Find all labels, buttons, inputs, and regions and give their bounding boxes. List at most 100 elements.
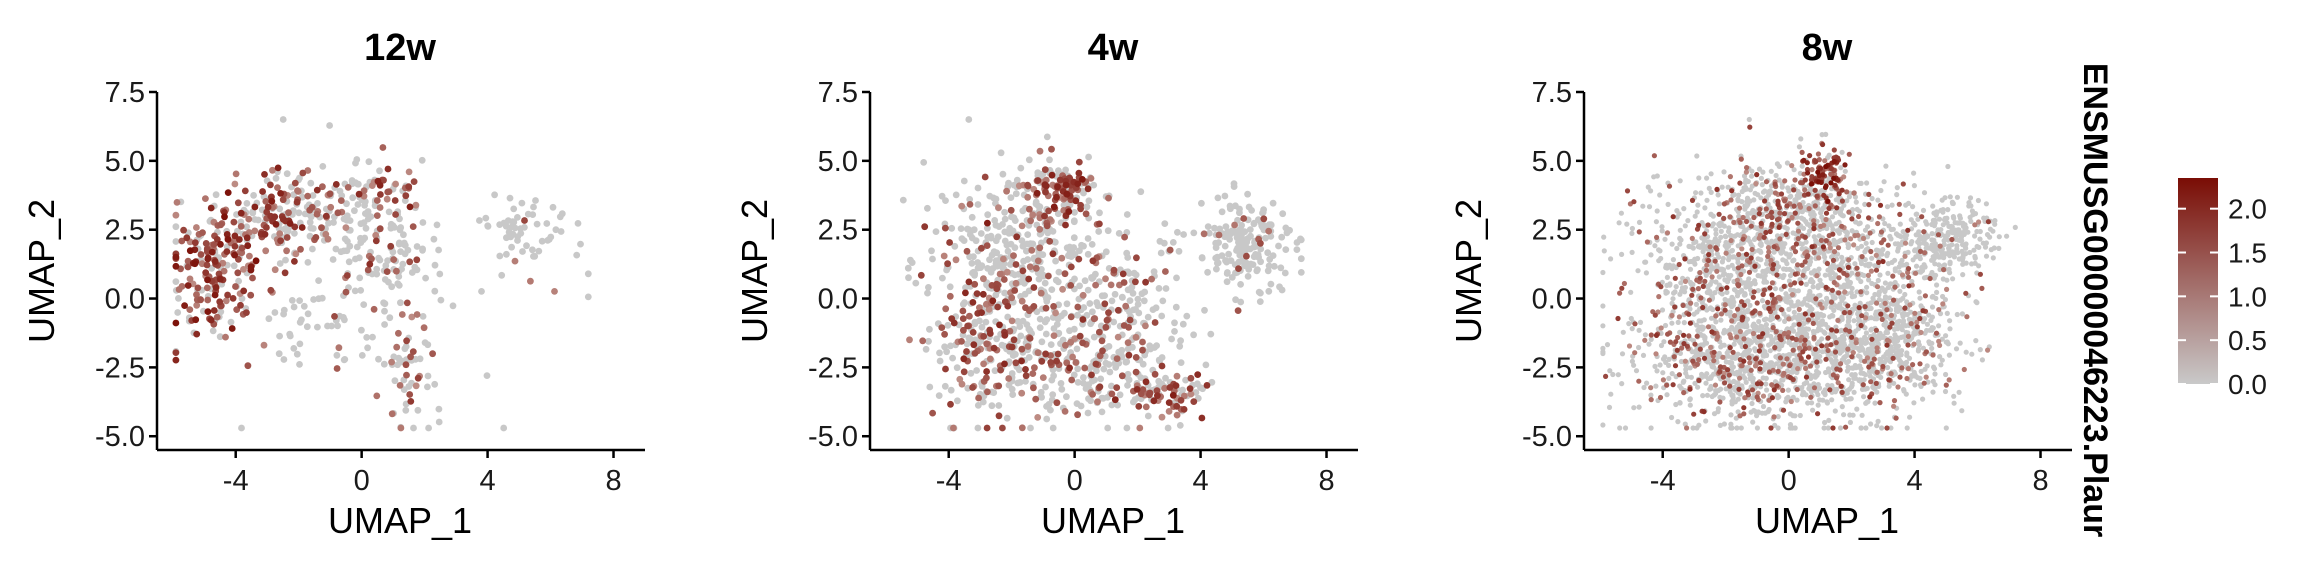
cell-point (926, 383, 934, 391)
cell-point (1014, 317, 1022, 325)
cell-point (1745, 307, 1751, 313)
cell-point (357, 287, 365, 294)
expressing-cell-point (360, 187, 368, 195)
expressing-cell-point (1061, 270, 1069, 278)
cell-point (1922, 366, 1928, 372)
cell-point (952, 191, 960, 199)
expressing-cell-point (1010, 252, 1017, 259)
cell-point (552, 226, 560, 234)
cell-point (1084, 409, 1092, 417)
expressing-cell-point (202, 240, 210, 247)
expressing-cell-point (405, 183, 413, 191)
cell-point (1718, 317, 1724, 323)
cell-point (1887, 347, 1893, 354)
cell-point (1888, 425, 1894, 431)
cell-point (1022, 378, 1029, 385)
cell-point (1665, 201, 1671, 207)
cell-point (400, 386, 408, 393)
cell-point (1799, 163, 1805, 169)
cell-point (1913, 263, 1920, 269)
expressing-cell-point (1025, 275, 1033, 283)
expressing-cell-point (1723, 250, 1729, 256)
cell-point (1240, 236, 1248, 244)
cell-point (1760, 353, 1766, 359)
cell-point (1670, 296, 1676, 302)
cell-point (1265, 287, 1273, 295)
cell-point (329, 256, 337, 263)
cell-point (1677, 227, 1683, 233)
cell-point (1946, 243, 1952, 249)
cell-point (1894, 319, 1900, 325)
expressing-cell-point (946, 239, 953, 246)
cell-point (1232, 202, 1239, 210)
cell-point (1846, 365, 1852, 371)
cell-point (1005, 179, 1012, 187)
expressing-cell-point (1860, 235, 1867, 241)
cell-point (1858, 366, 1864, 372)
expressing-cell-point (1200, 230, 1208, 238)
expressing-cell-point (237, 223, 245, 230)
cell-point (1610, 371, 1616, 378)
cell-point (1889, 259, 1895, 265)
expressing-cell-point (1884, 337, 1891, 343)
expressing-cell-point (960, 355, 968, 363)
expressing-cell-point (1142, 403, 1150, 411)
cell-point (1640, 203, 1646, 209)
cell-point (960, 237, 968, 245)
expressing-cell-point (1029, 211, 1037, 219)
expressing-cell-point (403, 371, 410, 379)
cell-point (1760, 268, 1766, 274)
cell-point (1096, 209, 1103, 217)
cell-point (1858, 260, 1865, 267)
cell-point (1806, 292, 1812, 298)
cell-point (959, 300, 967, 308)
expressing-cell-point (1036, 244, 1044, 252)
cell-point (430, 235, 438, 243)
expressing-cell-point (1011, 287, 1019, 294)
expressing-cell-point (994, 303, 1002, 311)
cell-point (1829, 397, 1835, 403)
cell-point (1904, 261, 1910, 267)
expressing-cell-point (1158, 413, 1166, 421)
expressing-cell-point (1108, 390, 1116, 398)
expressing-cell-point (331, 313, 338, 320)
expressing-cell-point (274, 184, 281, 192)
cell-point (1041, 318, 1049, 326)
cell-point (1204, 268, 1211, 276)
cell-point (514, 237, 521, 244)
cell-point (1727, 233, 1734, 239)
expressing-cell-point (1098, 337, 1106, 345)
cell-point (250, 192, 257, 199)
cell-point (943, 266, 950, 274)
cell-point (1635, 268, 1641, 274)
cell-point (947, 386, 955, 394)
cell-point (1090, 181, 1098, 189)
expressing-cell-point (204, 255, 212, 263)
cell-point (1962, 244, 1968, 250)
expressing-cell-point (1063, 190, 1071, 198)
expressing-cell-point (1042, 304, 1050, 312)
cell-point (1027, 424, 1034, 432)
cell-point (424, 372, 432, 380)
cell-point (1814, 368, 1820, 374)
cell-point (1653, 383, 1659, 389)
cell-point (1144, 313, 1152, 321)
expressing-cell-point (243, 309, 250, 316)
cell-point (1783, 258, 1789, 264)
cell-point (1850, 365, 1856, 371)
expressing-cell-point (172, 211, 180, 219)
cell-point (1862, 340, 1868, 346)
expressing-cell-point (1069, 353, 1076, 361)
cell-point (1869, 255, 1875, 261)
cell-point (243, 223, 251, 231)
cell-point (1721, 421, 1727, 427)
cell-point (1936, 216, 1943, 222)
cell-point (1085, 153, 1092, 161)
cell-point (1856, 180, 1863, 186)
cell-point (476, 217, 483, 224)
expressing-cell-point (1873, 252, 1879, 258)
expressing-cell-point (372, 237, 380, 245)
cell-point (1010, 181, 1018, 189)
cell-point (1694, 425, 1700, 431)
cell-point (905, 274, 912, 282)
